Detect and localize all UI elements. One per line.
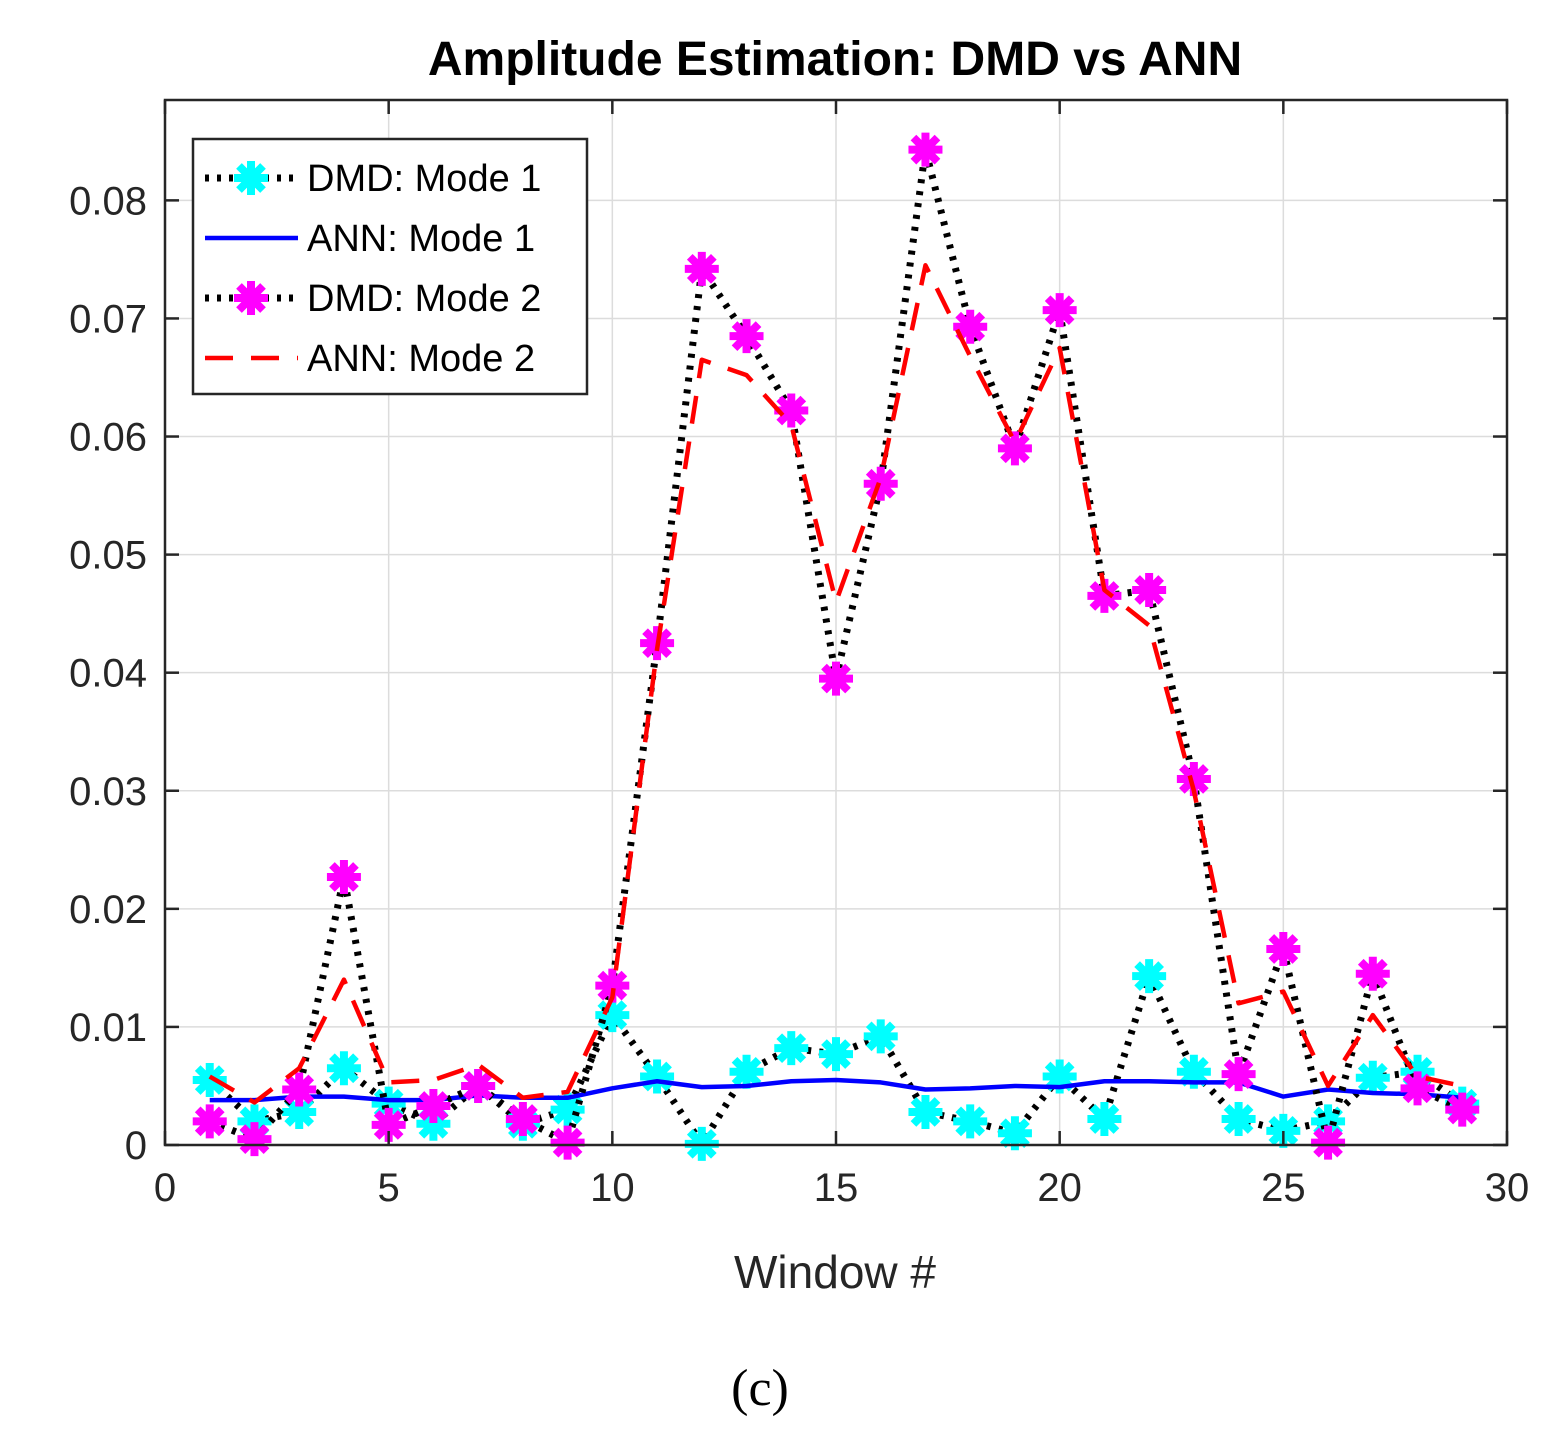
x-tick-label: 30: [1485, 1166, 1530, 1210]
x-tick-label: 5: [378, 1166, 400, 1210]
legend-label: ANN: Mode 1: [307, 218, 535, 260]
data-point-marker: [1266, 931, 1301, 966]
data-point-marker: [192, 1063, 227, 1098]
data-point-marker: [684, 251, 719, 286]
data-point-marker: [640, 1059, 675, 1094]
legend-entry: DMD: Mode 2: [205, 278, 541, 320]
y-tick-label: 0.03: [69, 770, 147, 814]
data-point-marker: [953, 309, 988, 344]
data-point-marker: [1132, 959, 1167, 994]
series-line: [209, 1077, 1463, 1103]
figure-caption: (c): [731, 1360, 789, 1417]
data-point-marker: [550, 1125, 585, 1160]
data-point-marker: [997, 431, 1032, 466]
data-point-marker: [595, 998, 630, 1033]
data-point-marker: [1311, 1125, 1346, 1160]
x-tick-label: 0: [154, 1166, 176, 1210]
x-axis-label: Window #: [734, 1246, 936, 1298]
data-point-marker: [326, 859, 361, 894]
series-ann-mode-2: [208, 263, 1463, 1105]
chart-title: Amplitude Estimation: DMD vs ANN: [428, 33, 1242, 86]
legend-entry: ANN: Mode 1: [205, 218, 535, 260]
data-point-marker: [282, 1094, 317, 1129]
data-point-marker: [192, 1104, 227, 1139]
data-point-marker: [908, 1094, 943, 1129]
data-point-marker: [953, 1104, 988, 1139]
data-point-marker: [774, 1031, 809, 1066]
y-tick-label: 0.07: [69, 297, 147, 341]
legend-label: DMD: Mode 1: [307, 158, 541, 200]
data-point-marker: [1400, 1071, 1435, 1106]
x-tick-label: 15: [814, 1166, 859, 1210]
data-point-marker: [282, 1072, 317, 1107]
y-tick-label: 0.04: [69, 652, 147, 696]
data-point-marker: [1132, 573, 1167, 608]
legend-marker: [234, 281, 268, 315]
data-point-marker: [1042, 1059, 1077, 1094]
data-point-marker: [729, 319, 764, 354]
y-tick-label: 0.08: [69, 179, 147, 223]
legend-label: DMD: Mode 2: [307, 278, 541, 320]
x-tick-label: 20: [1037, 1166, 1082, 1210]
data-point-marker: [461, 1068, 496, 1103]
y-tick-label: 0: [125, 1124, 147, 1168]
data-point-marker: [819, 661, 853, 696]
legend-items: DMD: Mode 1 ANN: Mode 1 DMD: Mode 2 ANN: Mo…: [205, 158, 541, 380]
data-point-marker: [505, 1102, 540, 1137]
data-point-marker: [819, 1037, 853, 1072]
x-tick-label: 25: [1261, 1166, 1306, 1210]
data-point-marker: [1445, 1092, 1480, 1127]
legend-marker: [234, 161, 268, 195]
data-point-marker: [371, 1107, 406, 1142]
data-point-marker: [908, 132, 943, 167]
data-point-marker: [729, 1054, 764, 1089]
y-tick-label: 0.01: [69, 1006, 147, 1050]
data-point-marker: [416, 1089, 451, 1124]
legend-entry: ANN: Mode 2: [205, 338, 535, 380]
data-point-marker: [326, 1051, 361, 1086]
data-point-marker: [1176, 761, 1211, 796]
y-tick-label: 0.05: [69, 534, 147, 578]
data-point-marker: [863, 1019, 898, 1054]
data-point-marker: [997, 1116, 1032, 1151]
data-point-marker: [1176, 1054, 1211, 1089]
data-point-marker: [1221, 1057, 1256, 1092]
y-tick-label: 0.02: [69, 888, 147, 932]
series-line: [208, 263, 1463, 1105]
legend-label: ANN: Mode 2: [307, 338, 535, 380]
data-point-marker: [1355, 1060, 1390, 1095]
legend: DMD: Mode 1 ANN: Mode 1 DMD: Mode 2 ANN: Mo…: [191, 137, 589, 396]
legend-entry: DMD: Mode 1: [205, 158, 541, 200]
ticks-layer: 0 5 10 15 20 25 30 0 0.01 0.02 0.03 0.04 0.05 0.06 0.0…: [69, 100, 1529, 1210]
data-point-marker: [1221, 1102, 1256, 1137]
series-dmd-mode-2: [192, 132, 1480, 1160]
data-point-marker: [1087, 1102, 1122, 1137]
x-tick-label: 10: [590, 1166, 635, 1210]
y-tick-label: 0.06: [69, 416, 147, 460]
data-point-marker: [1355, 956, 1390, 991]
data-point-marker: [1042, 293, 1077, 328]
data-point-marker: [237, 1122, 272, 1157]
series-ann-mode-1: [209, 1077, 1463, 1103]
series-layer: [192, 132, 1480, 1161]
